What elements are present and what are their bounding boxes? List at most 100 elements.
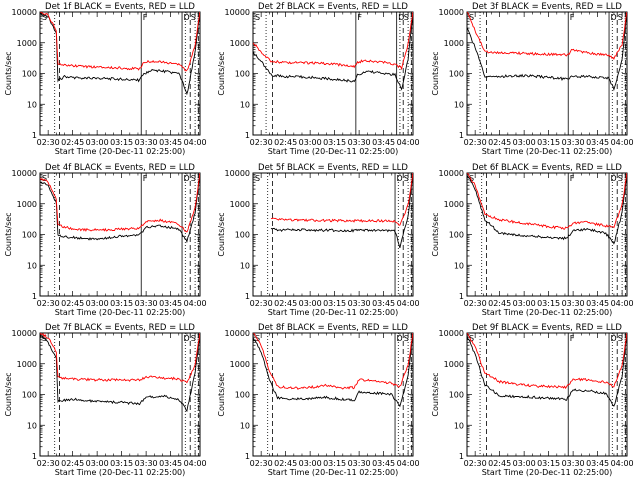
series-line-events (253, 333, 413, 408)
y-tick-label: 1000 (444, 360, 464, 369)
x-tick-label: 02:30 (37, 299, 60, 308)
x-tick-label: 03:30 (348, 138, 371, 147)
panel-title: Det 5f BLACK = Events, RED = LLD (258, 163, 408, 173)
series-line-events (467, 173, 627, 245)
y-axis-label: Counts/sec (4, 51, 13, 95)
series-line-events (270, 173, 413, 249)
y-tick-label: 10000 (439, 169, 464, 178)
y-tick-label: 10000 (225, 169, 250, 178)
x-tick-label: 02:30 (250, 299, 273, 308)
marker-label-s2: S (191, 334, 196, 343)
marker-label-d: D (184, 174, 190, 183)
x-tick-label: 03:45 (372, 138, 395, 147)
y-tick-label: 1 (245, 131, 250, 140)
series-line-events (467, 333, 627, 407)
plot-frame (466, 332, 628, 457)
panel-det-5f: Det 5f BLACK = Events, RED = LLD 1 10 100 10… (217, 163, 420, 317)
y-tick-label: 10 (240, 100, 250, 109)
marker-label-s2: S (618, 13, 623, 22)
x-tick-label: 02:45 (61, 138, 84, 147)
x-tick-label: 02:45 (488, 138, 511, 147)
x-tick-label: 02:45 (488, 299, 511, 308)
y-axis-label: Counts/sec (431, 372, 440, 416)
x-tick-label: 04:00 (611, 459, 634, 468)
y-tick-label: 10000 (439, 329, 464, 338)
y-tick-label: 10000 (12, 169, 37, 178)
marker-label-s: S (469, 334, 474, 343)
x-tick-label: 02:30 (464, 299, 487, 308)
series-line-lld (40, 173, 200, 233)
y-tick-label: 1 (459, 292, 464, 301)
y-axis-label: Counts/sec (431, 212, 440, 256)
panel-det-3f: Det 3f BLACK = Events, RED = LLD 1 10 100 10… (431, 2, 634, 156)
x-tick-label: 03:30 (348, 459, 371, 468)
x-tick-label: 04:00 (184, 138, 207, 147)
x-tick-label: 03:15 (323, 299, 346, 308)
marker-label-s: S (255, 174, 260, 183)
x-tick-label: 02:45 (274, 299, 297, 308)
x-axis-label: Start Time (20-Dec-11 02:25:00) (268, 468, 399, 477)
x-tick-label: 03:45 (159, 138, 182, 147)
marker-label-s2: S (618, 174, 623, 183)
series-line-lld (467, 12, 627, 61)
series-line-lld (40, 12, 200, 72)
y-tick-label: 100 (235, 391, 250, 400)
plot-frame (466, 11, 628, 136)
panel-title: Det 6f BLACK = Events, RED = LLD (472, 163, 622, 173)
marker-label-d: D (611, 174, 617, 183)
x-tick-label: 03:15 (323, 459, 346, 468)
plot-frame (466, 172, 628, 297)
x-axis-label: Start Time (20-Dec-11 02:25:00) (482, 468, 613, 477)
x-tick-label: 03:45 (586, 459, 609, 468)
marker-label-d: D (397, 174, 403, 183)
y-tick-label: 1000 (230, 39, 250, 48)
y-tick-label: 10 (27, 421, 37, 430)
x-tick-label: 03:00 (513, 138, 536, 147)
panel-det-8f: Det 8f BLACK = Events, RED = LLD 1 10 100 10… (217, 323, 420, 477)
panel-det-2f: Det 2f BLACK = Events, RED = LLD 1 10 100 10… (217, 2, 420, 156)
y-tick-label: 1000 (17, 200, 37, 209)
marker-label-f: F (570, 334, 575, 343)
x-tick-label: 04:00 (611, 138, 634, 147)
y-axis-label: Counts/sec (431, 51, 440, 95)
y-axis-label: Counts/sec (217, 212, 226, 256)
marker-label-d: D (611, 13, 617, 22)
x-axis-label: Start Time (20-Dec-11 02:25:00) (268, 308, 399, 317)
y-tick-label: 1000 (17, 39, 37, 48)
x-tick-label: 03:30 (562, 299, 585, 308)
y-tick-label: 1000 (230, 200, 250, 209)
y-tick-label: 10000 (439, 8, 464, 17)
series-line-events (253, 12, 413, 91)
y-tick-label: 10000 (12, 8, 37, 17)
x-tick-label: 02:30 (250, 459, 273, 468)
x-axis-label: Start Time (20-Dec-11 02:25:00) (268, 147, 399, 156)
x-tick-label: 03:15 (537, 138, 560, 147)
marker-label-s: S (469, 13, 474, 22)
x-tick-label: 03:45 (159, 459, 182, 468)
x-tick-label: 03:15 (110, 459, 133, 468)
plot-frame (39, 172, 201, 297)
x-tick-label: 03:30 (135, 138, 158, 147)
y-tick-label: 10000 (12, 329, 37, 338)
y-tick-label: 1000 (17, 360, 37, 369)
panel-title: Det 4f BLACK = Events, RED = LLD (45, 163, 195, 173)
panel-title: Det 1f BLACK = Events, RED = LLD (45, 2, 195, 12)
y-tick-label: 10000 (225, 329, 250, 338)
x-tick-label: 02:45 (61, 299, 84, 308)
y-tick-label: 1000 (230, 360, 250, 369)
marker-label-s2: S (404, 13, 409, 22)
y-tick-label: 100 (22, 70, 37, 79)
series-line-lld (253, 12, 413, 71)
panel-title: Det 3f BLACK = Events, RED = LLD (472, 2, 622, 12)
x-tick-label: 04:00 (397, 459, 420, 468)
y-tick-label: 100 (235, 231, 250, 240)
y-axis-label: Counts/sec (217, 372, 226, 416)
marker-label-f: F (570, 174, 575, 183)
y-tick-label: 10 (27, 261, 37, 270)
y-tick-label: 10000 (225, 8, 250, 17)
y-tick-label: 10 (240, 421, 250, 430)
y-tick-label: 1 (459, 452, 464, 461)
y-axis-label: Counts/sec (4, 372, 13, 416)
y-tick-label: 100 (449, 391, 464, 400)
